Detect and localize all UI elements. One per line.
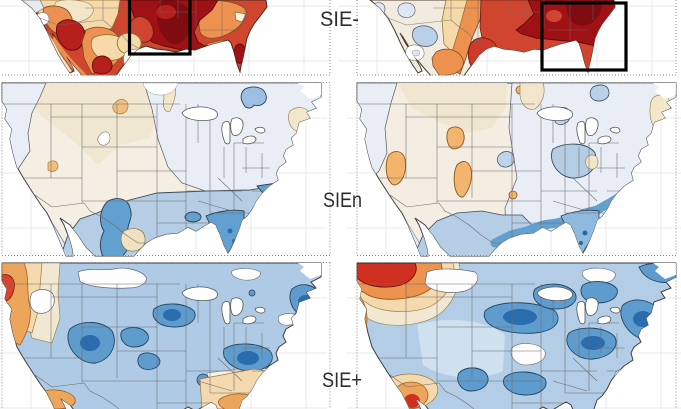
svg-text:SIE-: SIE- bbox=[320, 7, 359, 31]
svg-text:SIE+: SIE+ bbox=[322, 368, 362, 392]
svg-text:SIEn: SIEn bbox=[323, 188, 362, 212]
